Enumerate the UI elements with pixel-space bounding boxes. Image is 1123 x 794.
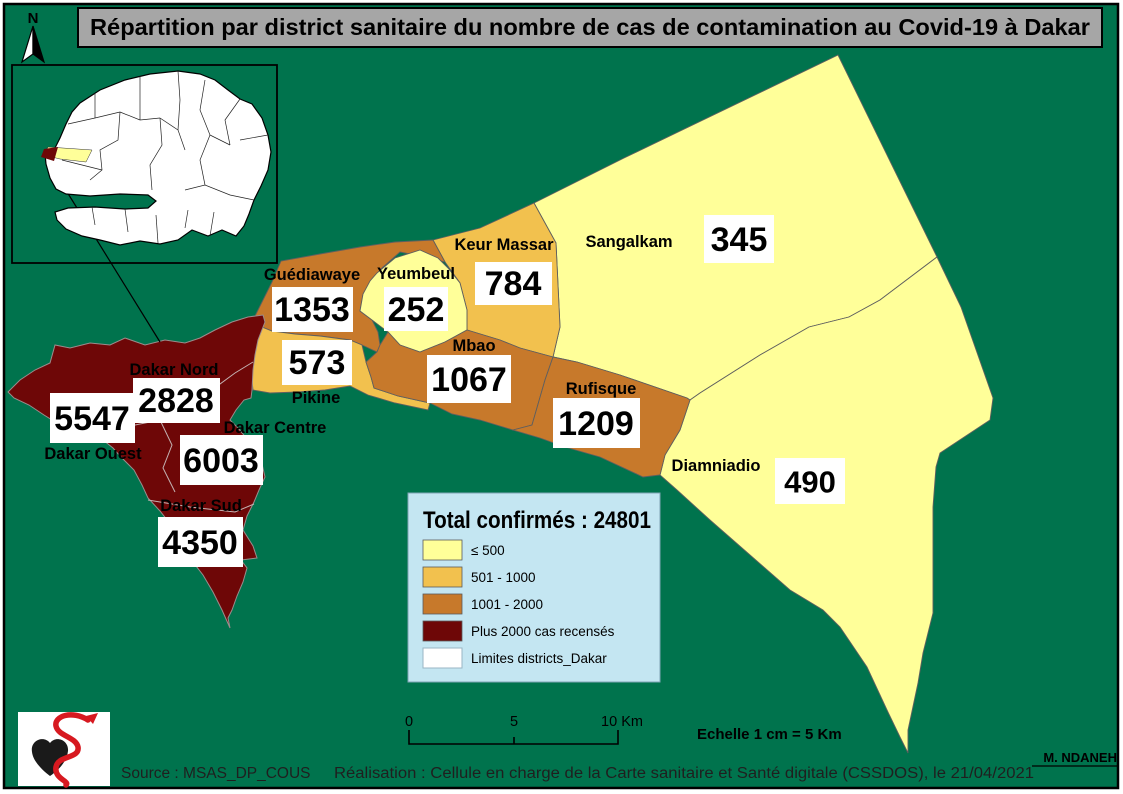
- legend-swatch-501-1000: [422, 566, 463, 588]
- value-box-mbao: [427, 355, 511, 403]
- scale-tick-0: 0: [405, 714, 413, 730]
- value-box-guediawaye: [272, 287, 353, 332]
- value-box-diamniadio: [775, 458, 845, 504]
- value-box-rufisque: [553, 398, 640, 448]
- source-text: Source : MSAS_DP_COUS: [121, 765, 311, 782]
- logo-black-shape: [31, 739, 69, 776]
- label-dakar-ouest: Dakar Ouest: [44, 445, 142, 463]
- legend-label-limites: Limites districts_Dakar: [471, 651, 607, 666]
- label-dakar-nord: Dakar Nord: [130, 361, 219, 379]
- legend-label-1001-2000: 1001 - 2000: [471, 597, 543, 612]
- legend-title: Total confirmés : 24801: [423, 507, 651, 534]
- district-boundary-line: [159, 419, 176, 493]
- scale-note: Echelle 1 cm = 5 Km: [697, 726, 842, 743]
- district-boundary-line: [147, 499, 255, 513]
- value-box-sangalkam: [704, 215, 774, 263]
- value-yeumbeul: 252: [388, 291, 445, 329]
- title-banner-box: [77, 7, 1103, 48]
- scale-bar-line: [408, 730, 619, 745]
- legend-swatch-limites: [422, 647, 463, 669]
- label-dakar-sud: Dakar Sud: [160, 497, 242, 515]
- label-sangalkam: Sangalkam: [585, 233, 672, 251]
- case-count-labels: 2828 5547 6003 4350 1353 573 252 784 106…: [50, 215, 845, 567]
- page-title: Répartition par district sanitaire du no…: [90, 14, 1090, 40]
- north-arrow-label: N: [28, 10, 39, 27]
- legend-label-le-500: ≤ 500: [471, 543, 505, 558]
- value-box-dakar-nord: [133, 378, 220, 423]
- label-keur-massar: Keur Massar: [454, 236, 554, 254]
- label-rufisque: Rufisque: [566, 380, 637, 398]
- value-guediawaye: 1353: [274, 291, 350, 329]
- author-text: M. NDANEH: [1043, 750, 1117, 765]
- value-dakar-ouest: 5547: [54, 400, 130, 438]
- inset-map-senegal: [11, 64, 278, 264]
- credits: Source : MSAS_DP_COUS Réalisation : Cell…: [121, 750, 1117, 782]
- district-name-labels: Dakar Nord Dakar Ouest Dakar Centre Daka…: [44, 233, 760, 515]
- value-diamniadio: 490: [784, 465, 836, 500]
- value-keur-massar: 784: [485, 265, 542, 303]
- value-box-keur-massar: [475, 262, 552, 305]
- realisation-text: Réalisation : Cellule en charge de la Ca…: [334, 765, 1034, 782]
- label-yeumbeul: Yeumbeul: [377, 265, 455, 283]
- scale-bar: 0 5 10 Km Echelle 1 cm = 5 Km: [405, 714, 842, 745]
- label-diamniadio: Diamniadio: [672, 457, 761, 475]
- title-banner: Répartition par district sanitaire du no…: [77, 7, 1103, 48]
- health-ministry-logo: [18, 712, 110, 788]
- label-pikine: Pikine: [292, 389, 341, 407]
- value-pikine: 573: [289, 344, 346, 382]
- value-mbao: 1067: [431, 361, 507, 399]
- value-box-dakar-ouest: [50, 393, 135, 443]
- inset-district-lines: [61, 70, 269, 244]
- inset-frame: [11, 64, 278, 264]
- logo-snake-icon: [53, 712, 91, 788]
- legend: Total confirmés : 24801 ≤ 500 501 - 1000…: [407, 492, 661, 683]
- label-dakar-centre: Dakar Centre: [224, 419, 327, 437]
- scale-tick-5: 5: [510, 714, 518, 730]
- value-sangalkam: 345: [711, 221, 768, 259]
- value-rufisque: 1209: [558, 405, 634, 443]
- north-arrow-icon: N: [20, 10, 46, 64]
- inset-dakar-red-tip: [41, 147, 58, 161]
- label-guediawaye: Guédiawaye: [264, 266, 360, 284]
- logo-snake-head: [86, 713, 98, 724]
- value-box-dakar-centre: [180, 435, 263, 485]
- legend-label-plus-2000: Plus 2000 cas recensés: [471, 624, 615, 639]
- value-dakar-centre: 6003: [183, 442, 259, 480]
- district-diamniadio: [659, 256, 994, 754]
- legend-swatch-le-500: [422, 539, 463, 561]
- value-dakar-nord: 2828: [138, 382, 214, 420]
- value-box-dakar-sud: [158, 517, 243, 567]
- legend-swatch-1001-2000: [422, 593, 463, 615]
- value-box-yeumbeul: [384, 287, 448, 331]
- label-mbao: Mbao: [452, 337, 495, 355]
- legend-swatch-plus-2000: [422, 620, 463, 642]
- legend-label-501-1000: 501 - 1000: [471, 570, 536, 585]
- scale-tick-10km: 10 Km: [601, 714, 643, 730]
- value-dakar-sud: 4350: [162, 524, 238, 562]
- value-box-pikine: [282, 340, 352, 385]
